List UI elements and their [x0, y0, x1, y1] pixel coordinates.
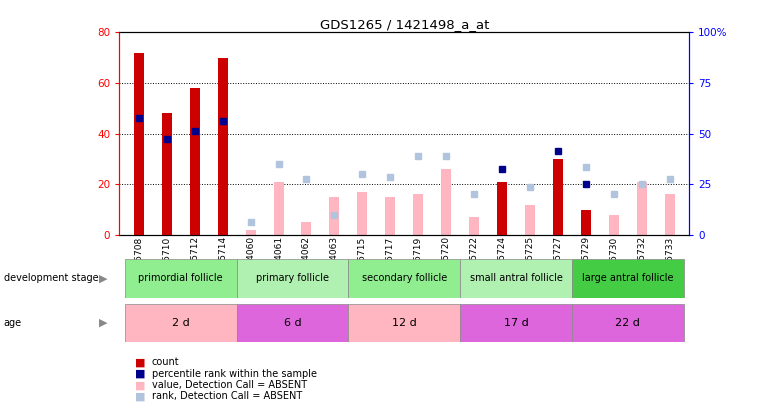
Bar [572, 259, 684, 298]
Bar [609, 215, 619, 235]
Text: primordial follicle: primordial follicle [139, 273, 223, 283]
Text: percentile rank within the sample: percentile rank within the sample [152, 369, 316, 379]
Bar [665, 194, 675, 235]
Title: GDS1265 / 1421498_a_at: GDS1265 / 1421498_a_at [320, 18, 489, 31]
Bar [189, 88, 199, 235]
Text: ▶: ▶ [99, 273, 108, 283]
Text: secondary follicle: secondary follicle [362, 273, 447, 283]
Text: development stage: development stage [4, 273, 99, 283]
Bar [385, 197, 395, 235]
Bar [134, 53, 144, 235]
Text: 6 d: 6 d [283, 318, 301, 328]
Bar [125, 304, 236, 342]
Text: primary follicle: primary follicle [256, 273, 329, 283]
Text: 12 d: 12 d [392, 318, 417, 328]
Bar [236, 304, 348, 342]
Text: ■: ■ [135, 358, 146, 367]
Bar [348, 304, 460, 342]
Bar [525, 205, 535, 235]
Text: count: count [152, 358, 179, 367]
Bar [469, 217, 479, 235]
Bar [441, 169, 451, 235]
Text: large antral follicle: large antral follicle [582, 273, 674, 283]
Bar [637, 182, 647, 235]
Bar [572, 304, 684, 342]
Bar [125, 259, 236, 298]
Bar [357, 192, 367, 235]
Text: small antral follicle: small antral follicle [470, 273, 562, 283]
Bar [413, 194, 424, 235]
Text: value, Detection Call = ABSENT: value, Detection Call = ABSENT [152, 380, 306, 390]
Bar [348, 259, 460, 298]
Bar [553, 159, 563, 235]
Text: ■: ■ [135, 380, 146, 390]
Bar [273, 182, 283, 235]
Bar [460, 259, 572, 298]
Bar [497, 182, 507, 235]
Text: 17 d: 17 d [504, 318, 528, 328]
Text: ■: ■ [135, 369, 146, 379]
Text: ■: ■ [135, 392, 146, 401]
Bar [302, 222, 312, 235]
Text: 22 d: 22 d [615, 318, 640, 328]
Text: 2 d: 2 d [172, 318, 189, 328]
Bar [460, 304, 572, 342]
Bar [218, 58, 228, 235]
Bar [330, 197, 340, 235]
Bar [246, 230, 256, 235]
Text: rank, Detection Call = ABSENT: rank, Detection Call = ABSENT [152, 392, 302, 401]
Bar [581, 210, 591, 235]
Text: ▶: ▶ [99, 318, 108, 328]
Bar [236, 259, 348, 298]
Bar [162, 113, 172, 235]
Text: age: age [4, 318, 22, 328]
